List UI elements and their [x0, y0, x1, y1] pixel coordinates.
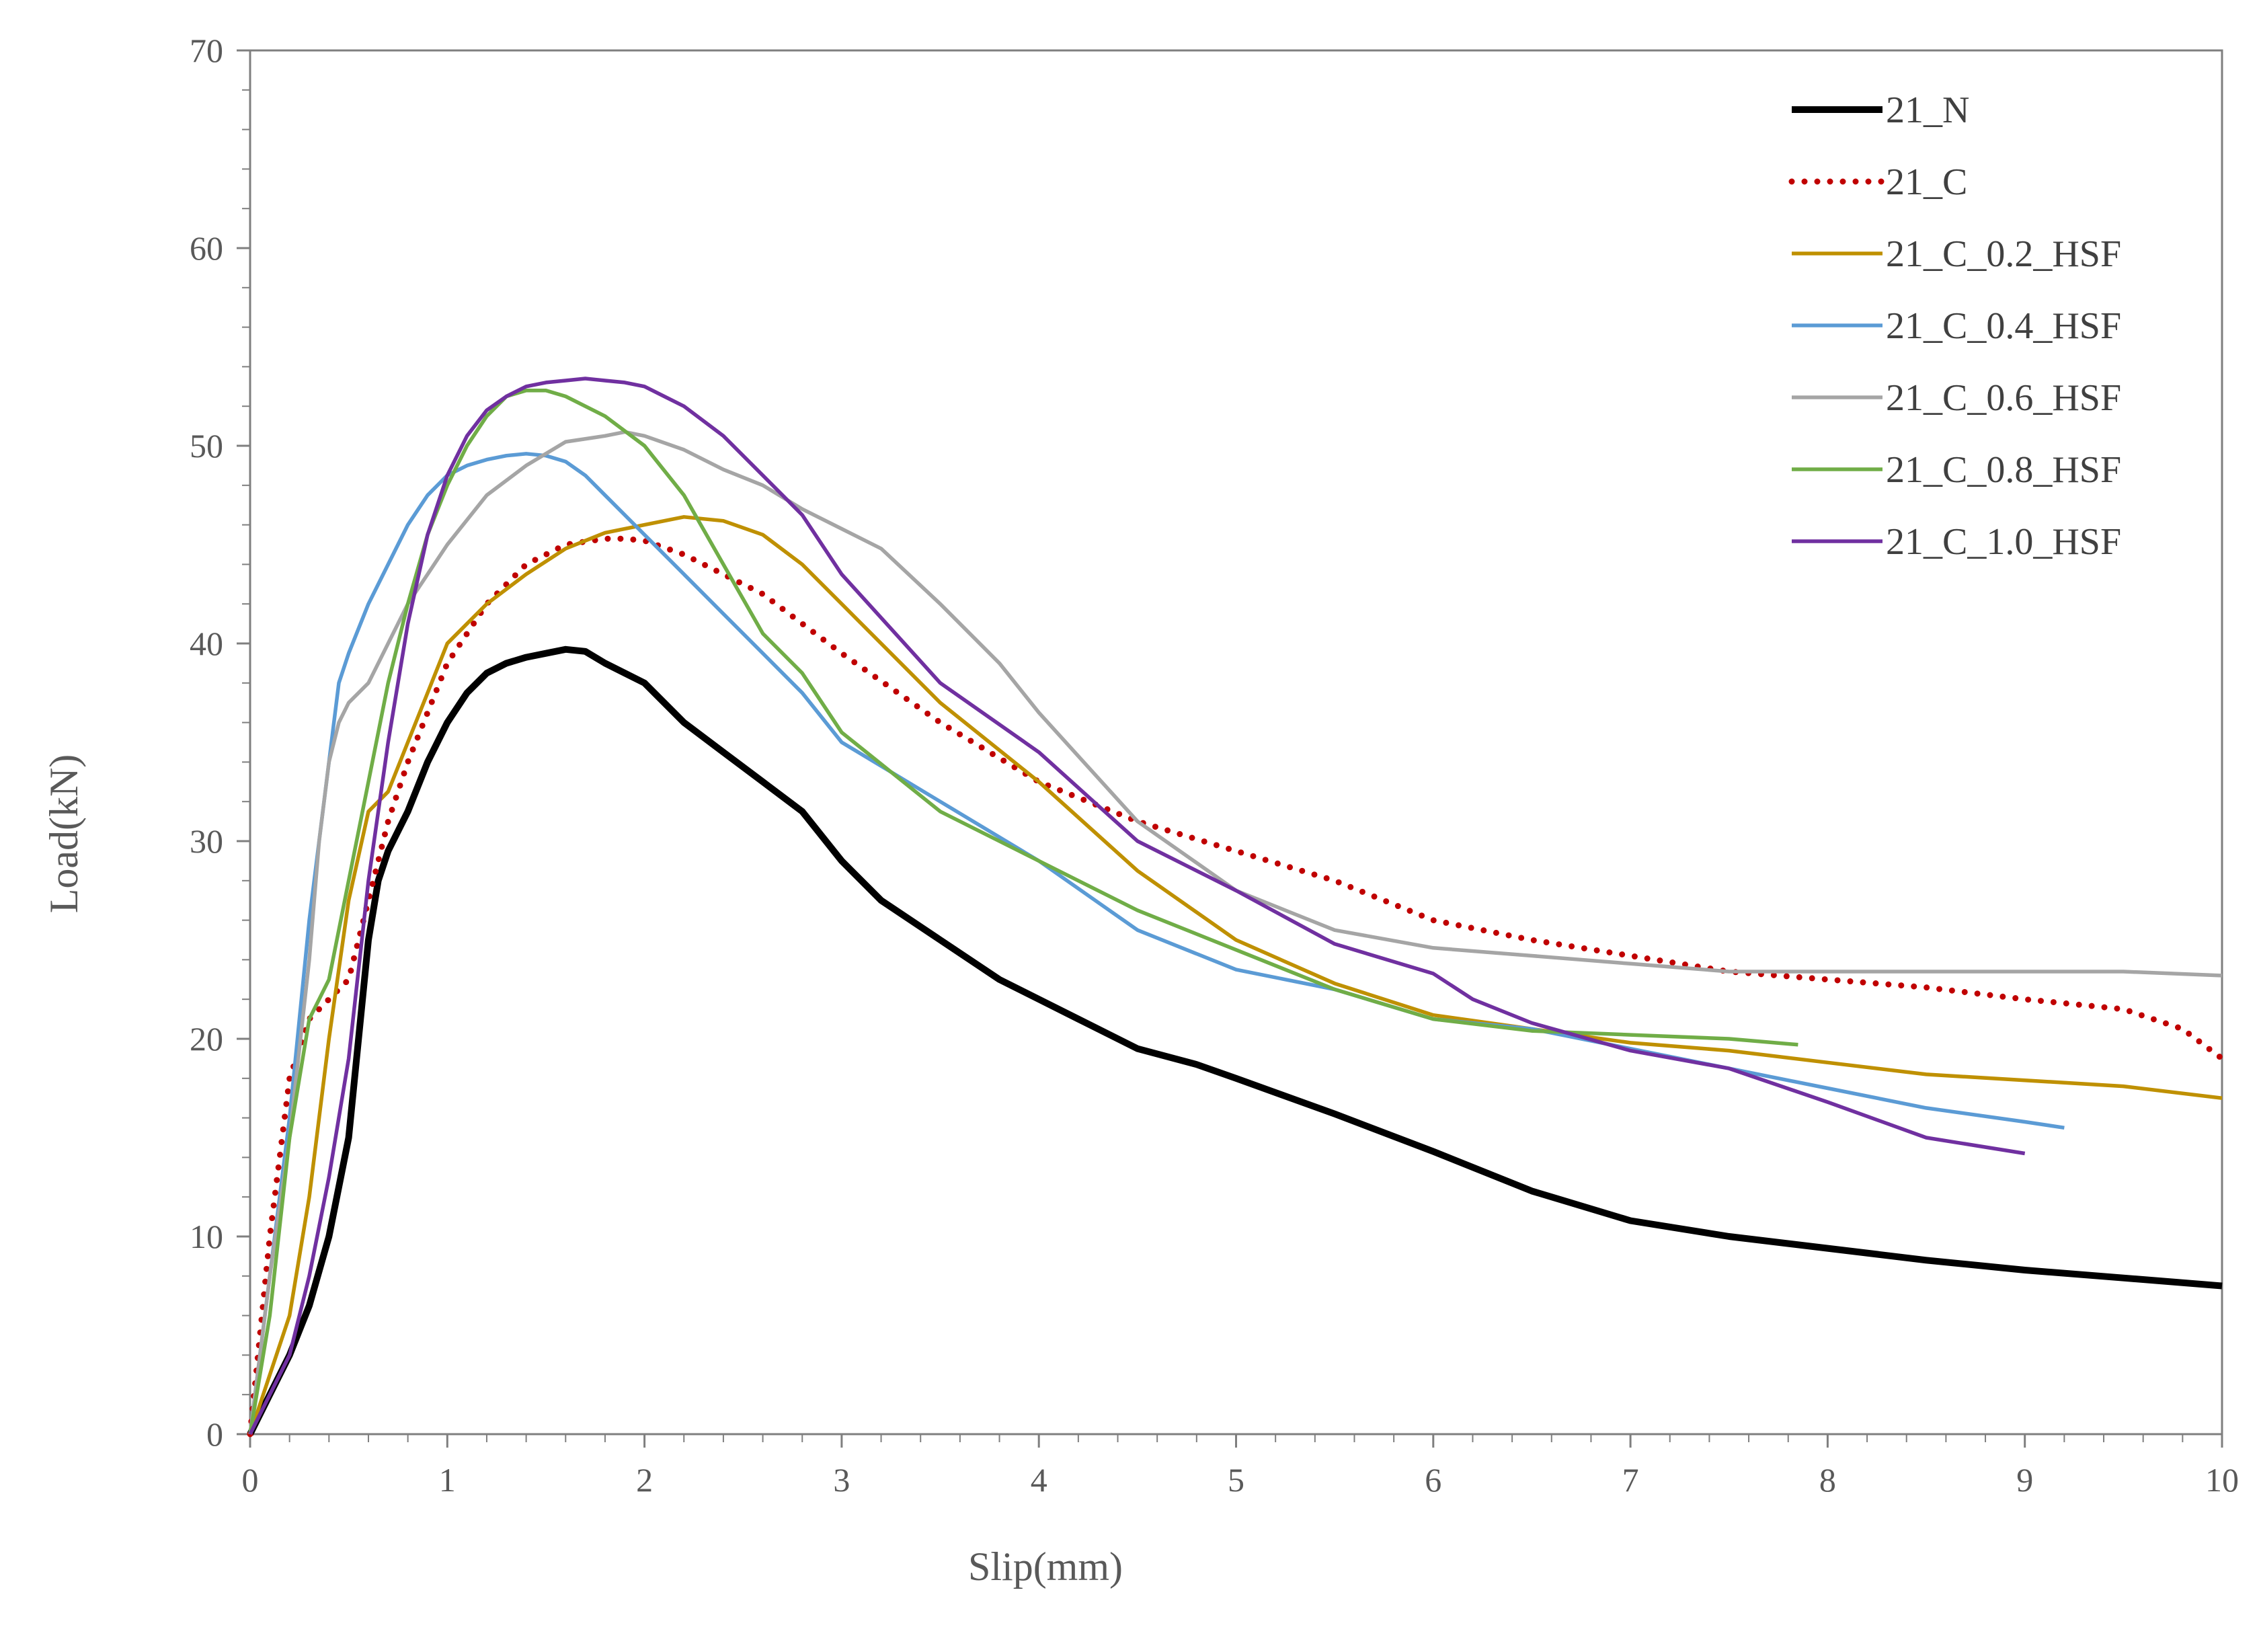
- y-tick-label: 0: [206, 1415, 223, 1453]
- x-tick-label: 9: [2016, 1461, 2033, 1499]
- x-tick-label: 3: [833, 1461, 850, 1499]
- y-tick-label: 10: [190, 1218, 223, 1255]
- series-line-21-c-0-2-hsf: [248, 515, 2223, 1435]
- x-tick-label: 6: [1425, 1461, 1441, 1499]
- x-tick-label: 2: [636, 1461, 653, 1499]
- y-axis-title: Load(kN): [42, 754, 86, 914]
- y-tick-label: 50: [190, 427, 223, 465]
- y-tick-label: 60: [190, 229, 223, 267]
- x-tick-label: 4: [1031, 1461, 1047, 1499]
- y-tick-label: 40: [190, 625, 223, 662]
- legend-label: 21_C_0.2_HSF: [1886, 233, 2121, 275]
- x-tick-label: 10: [2205, 1461, 2239, 1499]
- legend-label: 21_C: [1886, 161, 1967, 203]
- y-tick-label: 70: [190, 32, 223, 69]
- series-group: [247, 377, 2225, 1438]
- legend-label: 21_C_0.6_HSF: [1886, 377, 2121, 419]
- legend-label: 21_N: [1886, 89, 1969, 131]
- x-tick-label: 0: [242, 1461, 259, 1499]
- x-axis-title: Slip(mm): [968, 1544, 1123, 1589]
- legend-label: 21_C_1.0_HSF: [1886, 521, 2121, 563]
- series-line-21-n: [247, 645, 2223, 1436]
- series-line-21-c-1-0-hsf: [248, 377, 2026, 1435]
- legend-label: 21_C_0.8_HSF: [1886, 449, 2121, 491]
- x-tick-label: 1: [439, 1461, 456, 1499]
- y-tick-label: 20: [190, 1020, 223, 1058]
- x-tick-label: 5: [1228, 1461, 1244, 1499]
- y-axis: 0 10 20 30 40 50 60 70: [190, 32, 250, 1453]
- series-line-21-c-0-4-hsf: [248, 452, 2065, 1435]
- series-line-21-c-0-6-hsf: [248, 430, 2223, 1435]
- series-line-21-c-0-8-hsf: [248, 388, 1798, 1435]
- legend: 21_N 21_C 21_C_0.2_HSF 21_C_0.4_HSF 21_C_0.6…: [1788, 89, 2121, 563]
- x-axis: 0 1 2 3 4 5 6 7 8 9 10: [242, 1434, 2239, 1499]
- x-tick-label: 8: [1819, 1461, 1836, 1499]
- y-tick-label: 30: [190, 822, 223, 860]
- series-line-21-c: [247, 535, 2225, 1438]
- x-tick-label: 7: [1622, 1461, 1639, 1499]
- legend-label: 21_C_0.4_HSF: [1886, 305, 2121, 347]
